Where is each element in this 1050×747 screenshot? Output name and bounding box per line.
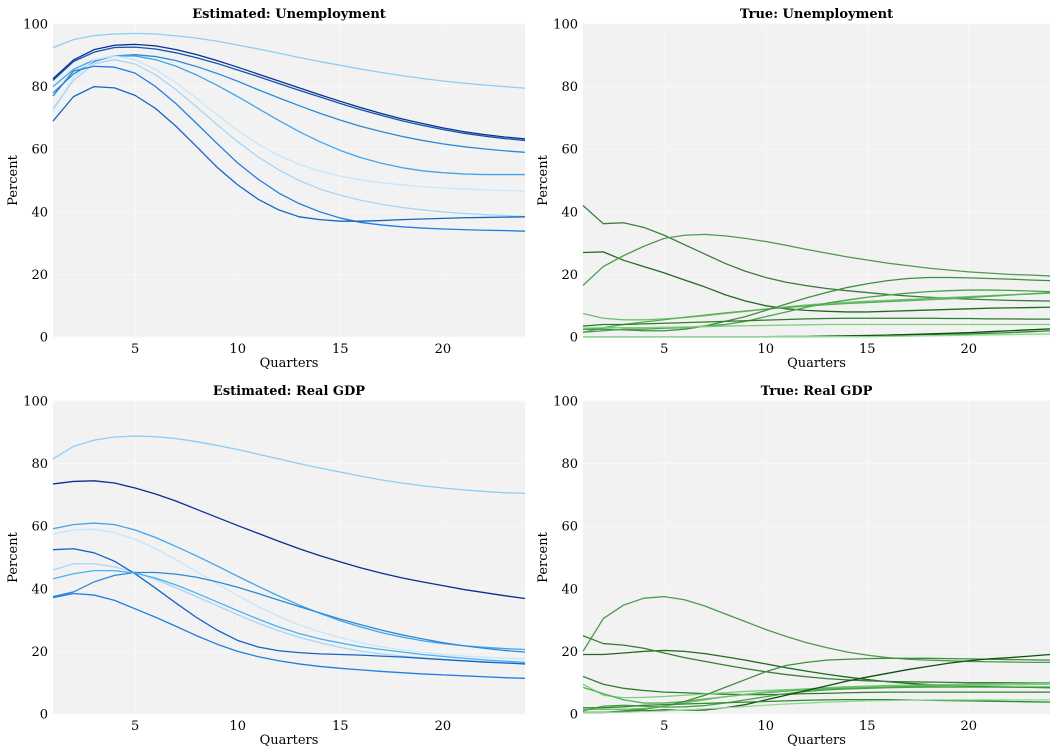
series-line-2	[583, 649, 1050, 689]
series-line-9	[52, 592, 526, 679]
series-line-7	[52, 59, 526, 218]
x-tick-label: 10	[757, 342, 774, 357]
x-tick-label: 15	[332, 719, 349, 734]
series-line-7	[582, 289, 1050, 333]
series-line-3	[582, 635, 1050, 684]
chart-panel-3: Estimated: Real GDP 0 20 40 60 80 100 5 10 15 20 Qu…	[6, 384, 526, 747]
series-line-4	[52, 528, 526, 660]
y-axis-label: Percent	[536, 531, 551, 582]
y-tick-label: 0	[570, 708, 578, 723]
chart-panel-2: True: Unemployment 0 20 40 60 80 100 5 10 15 20 Qua…	[536, 7, 1050, 371]
y-tick-label: 40	[561, 205, 578, 220]
series-line-11	[583, 698, 1050, 709]
y-tick-label: 20	[31, 645, 48, 660]
y-tick-label: 80	[31, 80, 48, 95]
series-line-8	[582, 317, 1050, 327]
x-tick-label: 10	[229, 342, 246, 357]
x-axis-label: Quarters	[260, 733, 319, 747]
x-tick-label: 20	[435, 719, 452, 734]
series-line-9	[582, 686, 1050, 712]
x-tick-label: 5	[660, 719, 668, 734]
y-tick-label: 20	[31, 268, 48, 283]
y-tick-label: 20	[561, 645, 578, 660]
y-axis-label: Percent	[6, 531, 21, 582]
y-tick-label: 40	[31, 582, 48, 597]
y-tick-label: 60	[561, 143, 578, 158]
chart-title: True: Real GDP	[761, 384, 873, 399]
y-tick-label: 100	[553, 395, 578, 410]
series-line-2	[52, 43, 526, 140]
y-tick-label: 20	[561, 268, 578, 283]
plot-background	[53, 401, 525, 714]
series-line-3	[52, 46, 526, 142]
x-tick-label: 10	[757, 719, 774, 734]
series-line-2	[52, 480, 526, 600]
x-axis-label: Quarters	[787, 356, 846, 371]
chart-title: Estimated: Real GDP	[213, 384, 365, 399]
y-tick-label: 0	[40, 708, 48, 723]
series-line-3	[52, 522, 526, 651]
plot-background	[53, 24, 525, 337]
x-tick-label: 20	[961, 342, 978, 357]
series-line-10	[583, 653, 1050, 714]
series-line-9	[582, 323, 1050, 329]
y-tick-label: 0	[40, 331, 48, 346]
series-line-6	[52, 55, 526, 192]
x-tick-label: 5	[131, 719, 139, 734]
y-axis-label: Percent	[536, 154, 551, 205]
chart-title: Estimated: Unemployment	[192, 7, 386, 22]
y-tick-label: 40	[31, 205, 48, 220]
y-tick-label: 100	[23, 395, 48, 410]
y-tick-label: 60	[31, 520, 48, 535]
series-line-8	[52, 65, 526, 232]
y-tick-label: 80	[561, 80, 578, 95]
series-line-12	[583, 333, 1050, 338]
series-line-6	[583, 276, 1050, 332]
series-line-12	[583, 699, 1050, 714]
x-axis-label: Quarters	[260, 356, 319, 371]
y-tick-label: 0	[570, 331, 578, 346]
y-axis-label: Percent	[6, 154, 21, 205]
chart-title: True: Unemployment	[740, 7, 893, 22]
series-line-9	[52, 85, 526, 222]
y-tick-label: 80	[31, 457, 48, 472]
plot-background	[583, 401, 1050, 714]
series-line-4	[582, 675, 1050, 696]
y-tick-label: 80	[561, 457, 578, 472]
y-tick-label: 100	[553, 18, 578, 33]
x-tick-label: 15	[332, 342, 349, 357]
plot-background	[583, 24, 1050, 337]
x-tick-label: 20	[435, 342, 452, 357]
x-tick-label: 5	[131, 342, 139, 357]
series-line-1	[52, 435, 526, 494]
x-tick-label: 10	[229, 719, 246, 734]
series-line-5	[52, 55, 525, 176]
series-line-4	[582, 292, 1050, 321]
chart-panel-1: Estimated: Unemployment 0 20 40 60 80 100 5 10 15…	[6, 7, 526, 371]
x-tick-label: 5	[660, 342, 668, 357]
series-line-3	[582, 233, 1050, 286]
x-tick-label: 15	[859, 719, 876, 734]
series-line-8	[52, 570, 526, 664]
x-axis-label: Quarters	[787, 733, 846, 747]
series-line-1	[52, 32, 526, 89]
series-line-4	[52, 54, 526, 153]
series-line-2	[582, 251, 1050, 313]
y-tick-label: 100	[23, 18, 48, 33]
series-line-1	[582, 595, 1050, 664]
chart-panel-4: True: Real GDP 0 20 40 60 80 100 5 10 15 20 Quarter…	[536, 384, 1050, 747]
y-tick-label: 40	[561, 582, 578, 597]
y-tick-label: 60	[561, 520, 578, 535]
x-tick-label: 20	[961, 719, 978, 734]
series-line-6	[52, 548, 526, 665]
x-tick-label: 15	[859, 342, 876, 357]
y-tick-label: 60	[31, 143, 48, 158]
series-line-1	[582, 205, 1050, 302]
